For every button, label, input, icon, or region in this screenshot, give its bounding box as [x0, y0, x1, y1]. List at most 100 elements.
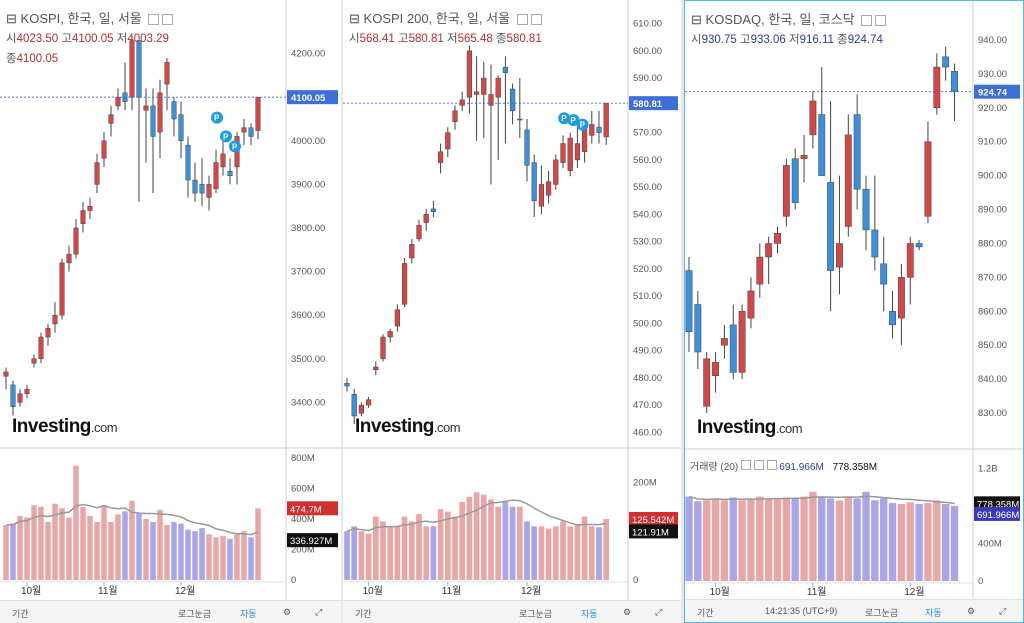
kospi-chart-svg[interactable]: 3400.00 3500.00 3600.00 3700.00 3800.00 3900.… — [0, 0, 341, 623]
period-button[interactable]: 기간 — [697, 608, 714, 618]
gear-icon[interactable]: ⚙ — [623, 607, 632, 617]
volume-bar — [488, 499, 494, 580]
volume-tag — [974, 496, 1020, 511]
candle-body — [596, 126, 602, 133]
volume-tick-label: 200M — [633, 477, 657, 488]
candle-body — [871, 229, 879, 258]
collapse-icon[interactable]: ⊟ — [6, 11, 17, 26]
settings-icon[interactable] — [516, 14, 528, 26]
chart-panel-kosdaq[interactable]: 830.00 840.00 850.00 860.00 870.00 880.00 890.… — [684, 0, 1024, 623]
candle-body — [409, 244, 415, 259]
volume-bar — [941, 504, 950, 581]
candle-body — [474, 91, 480, 95]
volume-bar — [545, 528, 552, 580]
kosdaq-chart-svg[interactable]: 830.00 840.00 850.00 860.00 870.00 880.00 890.… — [685, 1, 1023, 622]
y-tick-label: 600.00 — [633, 46, 662, 57]
volume-bar — [344, 531, 350, 580]
period-button[interactable]: 기간 — [355, 609, 372, 619]
volume-tick-label: 600M — [291, 484, 315, 495]
volume-bar — [596, 527, 602, 580]
candle-body — [818, 114, 826, 176]
volume-tag — [287, 533, 338, 548]
settings-icon[interactable] — [861, 15, 873, 27]
volume-bar — [122, 511, 128, 580]
auto-scale-button[interactable]: 자동 — [925, 608, 942, 618]
volume-bar — [764, 499, 773, 581]
candle-body — [720, 338, 728, 346]
candle-body — [712, 361, 719, 377]
volume-bar — [791, 498, 799, 581]
auto-scale-button[interactable]: 자동 — [240, 609, 257, 619]
close-icon[interactable] — [162, 14, 174, 26]
chart-panel-kospi[interactable]: 3400.00 3500.00 3600.00 3700.00 3800.00 3900.… — [0, 0, 341, 623]
candle-body — [560, 143, 566, 163]
collapse-icon[interactable]: ⊟ — [691, 12, 702, 27]
volume-tag — [287, 501, 338, 516]
event-marker-letter: P — [580, 121, 586, 130]
fullscreen-icon[interactable]: ⤢ — [315, 607, 323, 617]
candle-body — [510, 88, 516, 112]
y-tick-label: 3900.00 — [291, 179, 325, 190]
candle-body — [774, 233, 781, 244]
candle-body — [59, 262, 65, 316]
period-button[interactable]: 기간 — [12, 609, 29, 619]
volume-bar — [10, 523, 16, 580]
y-tick-label: 560.00 — [633, 155, 662, 166]
settings-icon[interactable] — [148, 14, 160, 26]
fullscreen-icon[interactable]: ⤢ — [999, 606, 1007, 616]
close-icon[interactable] — [875, 15, 887, 27]
candle-body — [897, 277, 905, 319]
candle-body — [366, 399, 372, 406]
candle-body — [791, 158, 799, 204]
x-tick-label: 11월 — [807, 586, 827, 598]
candle-body — [87, 205, 93, 211]
volume-tag — [974, 506, 1020, 521]
volume-tick-label: 1.2B — [978, 463, 998, 474]
gear-icon[interactable]: ⚙ — [283, 607, 292, 617]
volume-tick-label: 400M — [291, 514, 315, 525]
candle-body — [481, 77, 487, 95]
auto-scale-button[interactable]: 자동 — [581, 609, 598, 619]
candle-body — [423, 214, 429, 223]
gear-icon[interactable]: ⚙ — [967, 606, 976, 616]
candle-body — [756, 256, 764, 285]
close-icon[interactable] — [530, 14, 542, 26]
volume-bar — [423, 526, 430, 580]
volume-bar — [853, 498, 861, 581]
candle-body — [942, 56, 950, 68]
volume-bar — [880, 498, 888, 581]
candle-body — [862, 188, 870, 231]
y-tick-label: 500.00 — [633, 318, 662, 329]
event-marker-icon — [220, 130, 232, 143]
candle-body — [178, 114, 184, 142]
volume-bar — [782, 497, 791, 581]
candle-body — [694, 304, 702, 353]
volume-bar — [552, 526, 559, 580]
candle-body — [373, 366, 379, 370]
settings-icon[interactable] — [753, 460, 764, 470]
log-scale-button[interactable]: 로그눈금 — [178, 609, 212, 619]
event-marker-icon — [567, 114, 580, 127]
candle-body — [853, 114, 861, 190]
visibility-icon[interactable] — [740, 460, 751, 470]
y-tick-label: 460.00 — [633, 427, 662, 438]
volume-tick-label: 200M — [291, 545, 315, 556]
candle-body — [517, 118, 523, 121]
collapse-icon[interactable]: ⊟ — [349, 11, 360, 26]
y-tick-label: 830.00 — [978, 408, 1007, 419]
log-scale-button[interactable]: 로그눈금 — [865, 608, 899, 618]
candle-body — [380, 336, 386, 360]
candle-body — [827, 182, 835, 271]
volume-bar — [101, 505, 107, 580]
last-price-tag-text: 580.81 — [633, 99, 663, 110]
chart-panel-kospi200[interactable]: 460.00 470.00 480.00 490.00 500.00 510.00 520.… — [343, 0, 681, 623]
fullscreen-icon[interactable]: ⤢ — [655, 607, 663, 617]
candle-body — [66, 253, 72, 264]
x-tick-label: 12월 — [521, 585, 541, 597]
volume-bar — [80, 506, 86, 580]
volume-bar — [800, 496, 808, 581]
kospi200-chart-svg[interactable]: 460.00 470.00 480.00 490.00 500.00 510.00 520.… — [343, 0, 681, 623]
close-icon[interactable] — [766, 460, 777, 470]
log-scale-button[interactable]: 로그눈금 — [519, 609, 553, 619]
volume-bar — [3, 525, 9, 580]
